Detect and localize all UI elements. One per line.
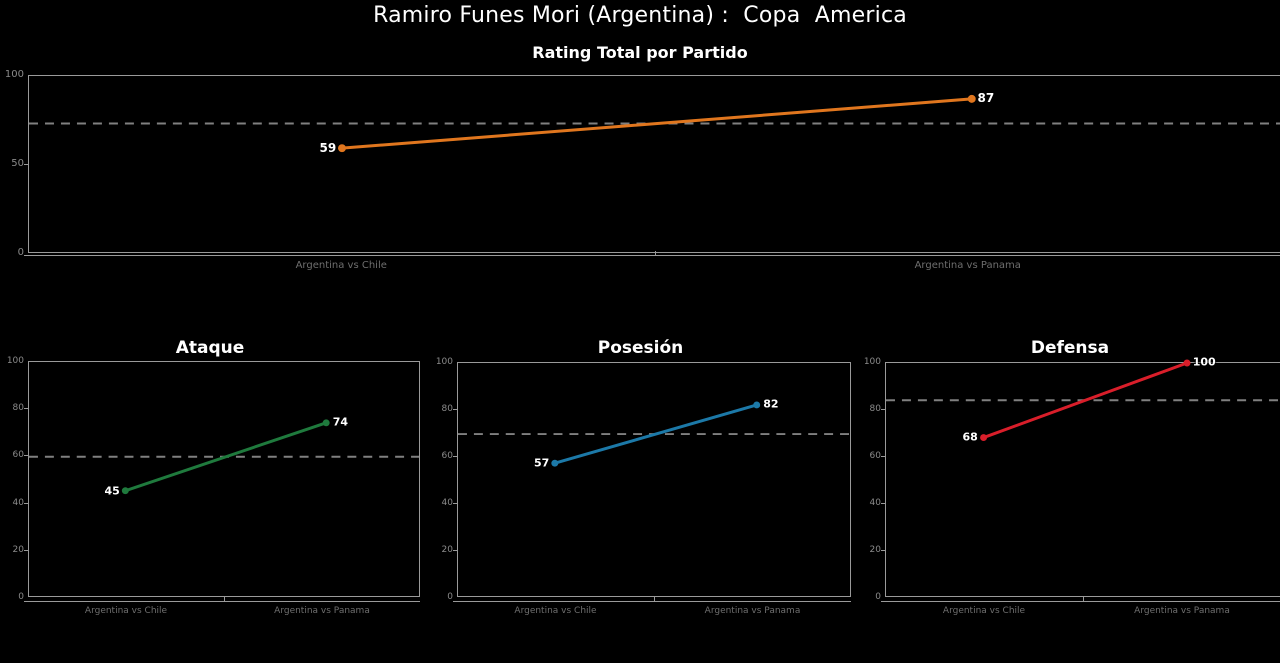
data-point-label: 59 <box>319 140 337 155</box>
y-axis-tick-label: 100 <box>863 357 881 367</box>
series-line <box>553 403 759 465</box>
data-point <box>980 434 988 442</box>
y-axis-tick-label: 80 <box>869 404 881 414</box>
y-axis-tick-label: 20 <box>869 545 881 555</box>
series-line <box>123 421 328 493</box>
y-axis-tick-mark <box>881 409 885 410</box>
data-point <box>1183 359 1191 367</box>
y-axis-tick-label: 20 <box>12 544 24 555</box>
x-axis-tick-mark <box>1083 597 1084 602</box>
x-axis-line <box>453 601 851 602</box>
data-point <box>322 419 330 427</box>
y-axis-tick-label: 80 <box>441 404 453 414</box>
y-axis-tick-label: 80 <box>12 403 24 414</box>
chart-rating-total <box>28 75 1280 253</box>
chart-rating-total-canvas <box>29 94 1280 153</box>
y-axis-tick-label: 50 <box>11 158 24 169</box>
y-axis-tick-label: 100 <box>435 357 453 367</box>
data-point <box>967 94 976 103</box>
panel-ataque-title: Ataque <box>175 338 245 358</box>
data-point-label: 45 <box>104 484 120 498</box>
panel-ataque: Ataque <box>0 338 420 638</box>
y-axis-tick-mark <box>881 550 885 551</box>
y-axis-tick-mark <box>881 503 885 504</box>
y-axis-tick-label: 60 <box>869 451 881 461</box>
data-point-label: 100 <box>1192 355 1216 369</box>
data-point <box>121 487 129 495</box>
series-line <box>340 97 974 150</box>
data-point-label: 68 <box>962 430 978 444</box>
x-axis-category-label: Argentina vs Chile <box>942 606 1026 616</box>
data-point-label: 82 <box>763 397 779 411</box>
chart-defensa <box>885 359 1280 597</box>
y-axis-tick-mark <box>453 550 457 551</box>
x-axis-category-label: Argentina vs Panama <box>1134 606 1230 616</box>
x-axis-category-label: Argentina vs Panama <box>274 606 370 616</box>
y-axis-tick-mark <box>453 503 457 504</box>
data-point <box>338 144 346 153</box>
y-axis-tick-mark <box>24 408 28 410</box>
y-axis-tick-mark <box>24 502 28 504</box>
data-point-label: 87 <box>977 91 995 106</box>
y-axis-tick-mark <box>453 409 457 410</box>
y-axis-tick-mark <box>881 456 885 457</box>
y-axis-tick-label: 60 <box>441 451 453 461</box>
figure-title: Ramiro Funes Mori (Argentina) : Copa Ame… <box>373 3 907 28</box>
x-axis-tick-mark <box>654 597 655 602</box>
panel-defensa: Defensa <box>860 338 1280 638</box>
y-axis-tick-label: 0 <box>875 592 881 602</box>
y-axis-tick-label: 20 <box>441 545 453 555</box>
panel-posesion-title: Posesión <box>597 338 684 358</box>
data-point <box>551 459 559 467</box>
chart-ataque-canvas <box>29 419 419 495</box>
chart-defensa-canvas <box>886 359 1280 442</box>
x-axis-category-label: Argentina vs Panama <box>914 260 1021 271</box>
y-axis-tick-label: 100 <box>4 69 24 80</box>
x-axis-category-label: Argentina vs Chile <box>84 606 168 616</box>
series-line <box>982 361 1189 440</box>
chart-posesion <box>457 362 851 597</box>
y-axis-tick-label: 0 <box>447 592 453 602</box>
x-axis-line <box>881 601 1280 602</box>
y-axis-tick-label: 0 <box>18 592 24 602</box>
x-axis-line <box>24 601 420 602</box>
y-axis-tick-mark <box>24 164 28 165</box>
y-axis-tick-mark <box>24 549 28 551</box>
x-axis-tick-mark <box>224 597 225 602</box>
panel-posesion: Posesión <box>430 338 851 638</box>
data-point-label: 74 <box>332 415 349 429</box>
y-axis-tick-label: 100 <box>6 356 24 366</box>
figure-subtitle: Rating Total por Partido <box>532 43 748 62</box>
y-axis-tick-label: 40 <box>441 498 453 508</box>
data-point <box>753 401 761 409</box>
x-axis-tick-mark <box>654 251 656 256</box>
y-axis-tick-label: 40 <box>869 498 881 508</box>
data-point-label: 57 <box>534 456 550 470</box>
y-axis-tick-mark <box>453 456 457 457</box>
x-axis-category-label: Argentina vs Panama <box>704 606 801 616</box>
x-axis-line <box>24 255 1280 256</box>
y-axis-tick-label: 60 <box>12 450 24 461</box>
y-axis-tick-mark <box>24 455 28 457</box>
x-axis-category-label: Argentina vs Chile <box>295 260 387 271</box>
panel-defensa-title: Defensa <box>1030 338 1110 358</box>
chart-ataque <box>28 361 420 597</box>
y-axis-tick-label: 40 <box>12 497 24 508</box>
y-axis-tick-label: 0 <box>17 247 24 258</box>
x-axis-category-label: Argentina vs Chile <box>514 606 597 616</box>
chart-posesion-canvas <box>458 401 850 467</box>
